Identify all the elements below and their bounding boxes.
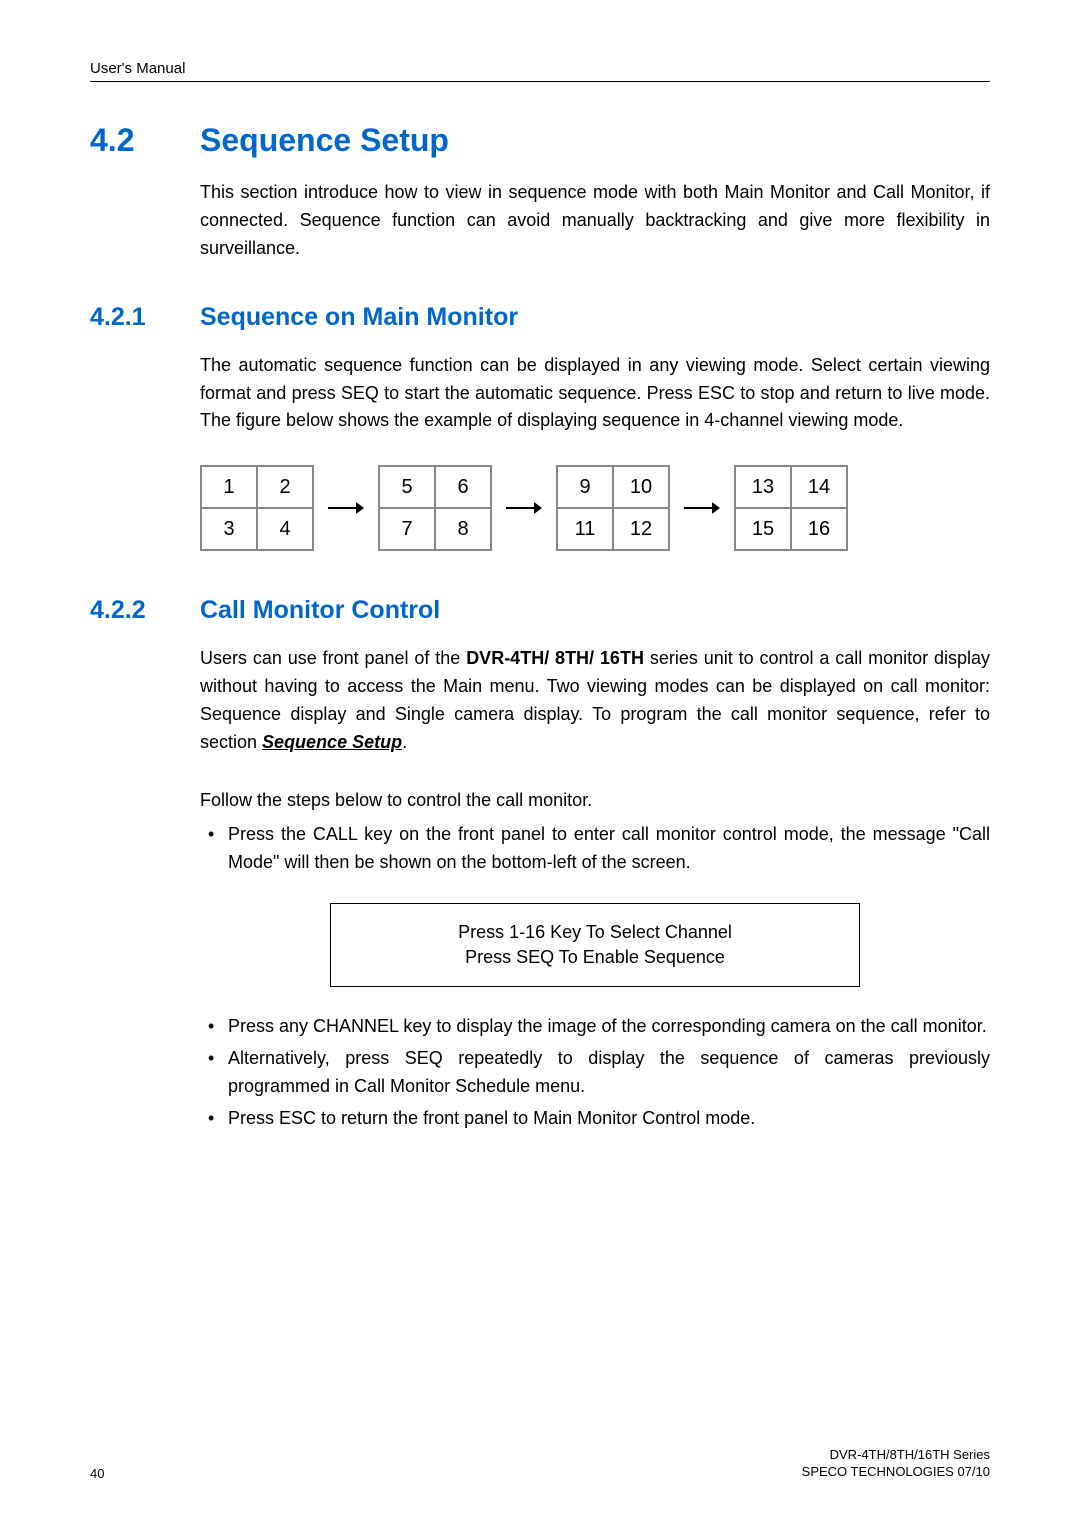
para-text: Users can use front panel of the [200,648,466,668]
grid-cell: 13 [735,466,791,508]
footer-series: DVR-4TH/8TH/16TH Series [802,1447,990,1464]
grid-cell: 2 [257,466,313,508]
grid-cell: 16 [791,508,847,550]
footer-company: SPECO TECHNOLOGIES 07/10 [802,1464,990,1481]
footer-right: DVR-4TH/8TH/16TH Series SPECO TECHNOLOGI… [802,1447,990,1481]
section-4-2-number: 4.2 [90,122,200,159]
section-4-2-row: 4.2 Sequence Setup [90,122,990,159]
section-4-2-1-title: Sequence on Main Monitor [200,303,518,332]
header-label: User's Manual [90,60,990,82]
section-4-2-para: This section introduce how to view in se… [200,179,990,263]
message-box: Press 1-16 Key To Select Channel Press S… [330,903,860,987]
grid-cell: 4 [257,508,313,550]
grid-cell: 15 [735,508,791,550]
list-item: Alternatively, press SEQ repeatedly to d… [200,1045,990,1101]
arrow-right-icon [328,498,364,518]
grid-cell: 8 [435,508,491,550]
list-item: Press the CALL key on the front panel to… [200,821,990,877]
grid-cell: 6 [435,466,491,508]
grid-cell: 11 [557,508,613,550]
grid-cell: 12 [613,508,669,550]
section-4-2-2-number: 4.2.2 [90,596,200,625]
arrow-right-icon [684,498,720,518]
steps-intro: Follow the steps below to control the ca… [200,787,990,815]
grid-cell: 10 [613,466,669,508]
para-text: . [402,732,407,752]
section-4-2-1-row: 4.2.1 Sequence on Main Monitor [90,303,990,332]
section-4-2-2-row: 4.2.2 Call Monitor Control [90,596,990,625]
grid-3: 9 10 11 12 [556,465,670,551]
grid-cell: 14 [791,466,847,508]
grid-4: 13 14 15 16 [734,465,848,551]
grid-cell: 7 [379,508,435,550]
section-4-2-2-title: Call Monitor Control [200,596,440,625]
sequence-diagram: 1 2 3 4 5 6 7 8 9 10 11 12 13 14 15 16 [200,465,990,551]
list-item: Press ESC to return the front panel to M… [200,1105,990,1133]
message-line: Press 1-16 Key To Select Channel [341,920,849,945]
section-4-2-title: Sequence Setup [200,122,449,159]
page-number: 40 [90,1466,104,1481]
grid-cell: 1 [201,466,257,508]
page-footer: 40 DVR-4TH/8TH/16TH Series SPECO TECHNOL… [90,1447,990,1481]
para-bold: DVR-4TH/ 8TH/ 16TH [466,648,644,668]
section-4-2-2-para: Users can use front panel of the DVR-4TH… [200,645,990,757]
message-line: Press SEQ To Enable Sequence [341,945,849,970]
grid-1: 1 2 3 4 [200,465,314,551]
list-item: Press any CHANNEL key to display the ima… [200,1013,990,1041]
grid-2: 5 6 7 8 [378,465,492,551]
para-link: Sequence Setup [262,732,402,752]
grid-cell: 3 [201,508,257,550]
section-4-2-1-para: The automatic sequence function can be d… [200,352,990,436]
grid-cell: 5 [379,466,435,508]
call-monitor-steps: Follow the steps below to control the ca… [200,787,990,1133]
grid-cell: 9 [557,466,613,508]
arrow-right-icon [506,498,542,518]
section-4-2-1-number: 4.2.1 [90,303,200,332]
